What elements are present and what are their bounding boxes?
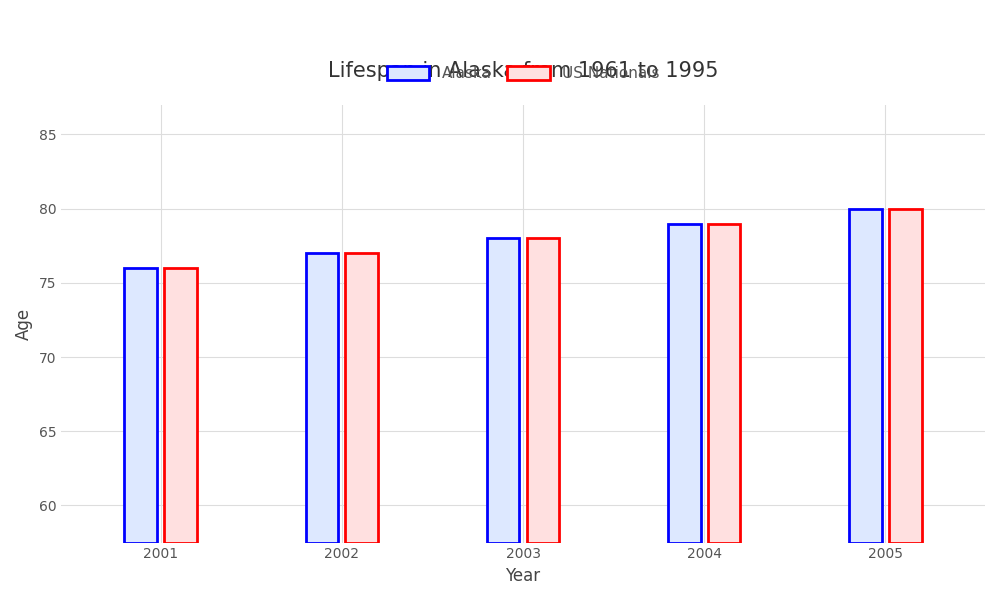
Title: Lifespan in Alaska from 1961 to 1995: Lifespan in Alaska from 1961 to 1995: [328, 61, 718, 81]
Bar: [668, 224, 701, 542]
Bar: [889, 209, 922, 542]
Bar: [487, 238, 519, 542]
Bar: [708, 224, 740, 542]
Y-axis label: Age: Age: [15, 308, 33, 340]
X-axis label: Year: Year: [505, 567, 541, 585]
Bar: [164, 268, 197, 542]
Bar: [849, 209, 882, 542]
Bar: [527, 238, 559, 542]
Bar: [124, 268, 157, 542]
Bar: [306, 253, 338, 542]
Legend: Alaska, US Nationals: Alaska, US Nationals: [381, 60, 666, 87]
Bar: [345, 253, 378, 542]
